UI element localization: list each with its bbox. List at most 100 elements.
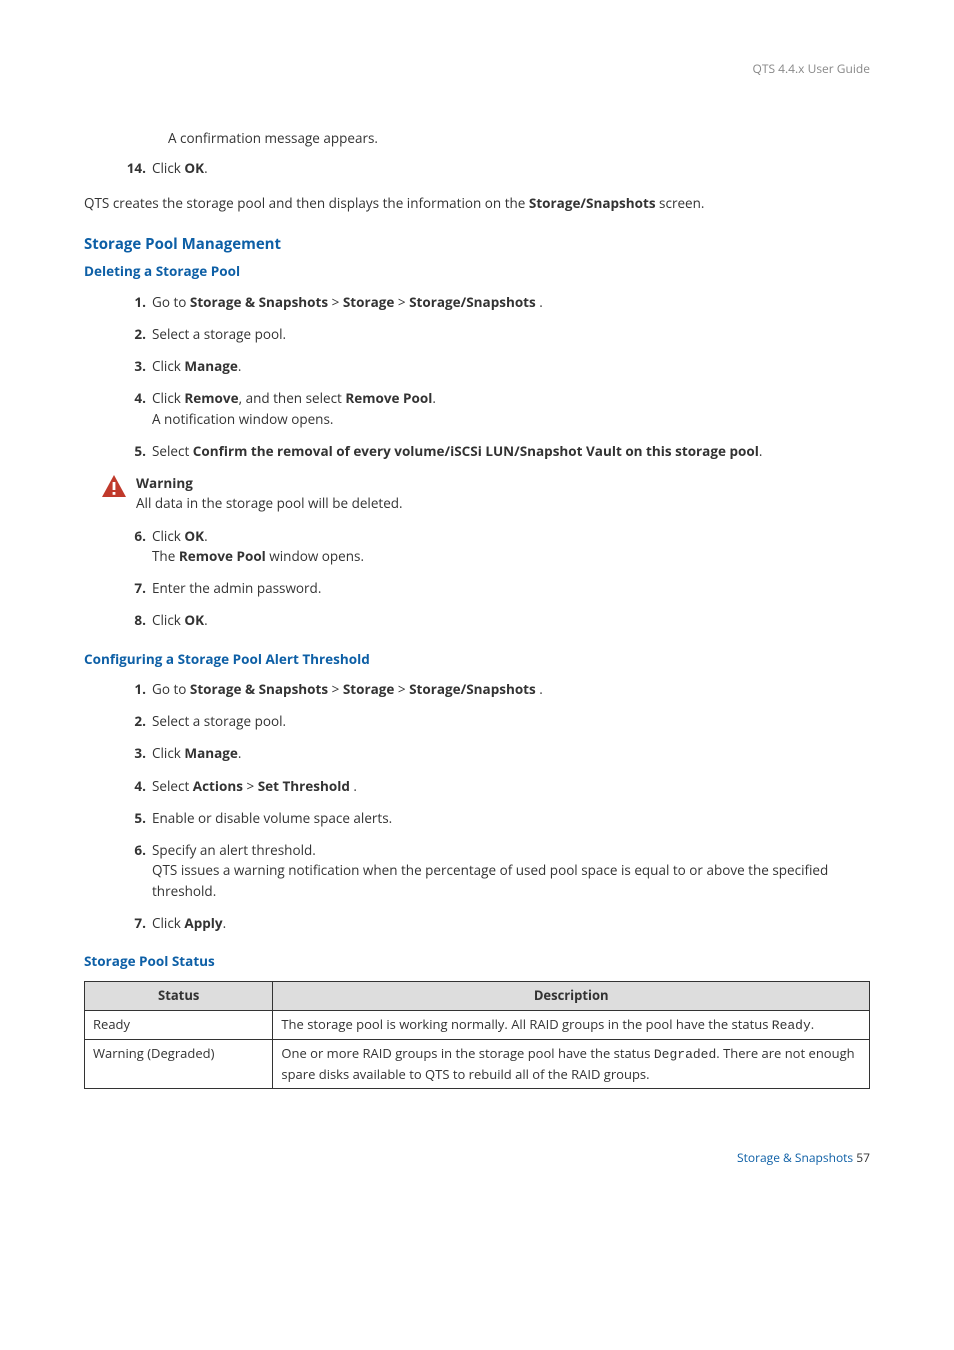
heading-configuring-alert-threshold: Configuring a Storage Pool Alert Thresho… [84, 649, 870, 669]
cfg-step4-e: . [350, 777, 357, 795]
heading-deleting-storage-pool: Deleting a Storage Pool [84, 261, 870, 281]
del-step1-d: Storage [343, 293, 395, 311]
del-step5-c: . [759, 442, 763, 460]
del-step6-b: OK [184, 527, 204, 545]
cell-ready-status: Ready [85, 1010, 273, 1040]
del-step6-sub-b: Remove Pool [179, 547, 266, 565]
del-step1-b: Storage & Snapshots [190, 293, 328, 311]
cfg-step3-a: Click [152, 744, 184, 762]
cfg-step6-text: Specify an alert threshold. [152, 840, 870, 860]
table-header-row: Status Description [85, 982, 870, 1011]
del-step8-b: OK [184, 611, 204, 629]
th-description: Description [273, 982, 870, 1011]
step14-ok: OK [184, 159, 204, 177]
warning-icon [100, 473, 128, 501]
heading-storage-pool-management: Storage Pool Management [84, 233, 870, 256]
heading-storage-pool-status: Storage Pool Status [84, 951, 870, 971]
del-step2-num: 2. [126, 324, 152, 344]
cfg-step4-a: Select [152, 777, 193, 795]
warning-body: All data in the storage pool will be del… [136, 493, 403, 513]
header-guide-title: QTS 4.4.x User Guide [84, 60, 870, 78]
step14-text-c: . [204, 159, 208, 177]
del-step6-sub-c: window opens. [266, 547, 364, 565]
result-text-c: screen. [656, 194, 705, 212]
cfg-step4-num: 4. [126, 776, 152, 796]
cfg-step1-f: Storage/Snapshots [409, 680, 536, 698]
del-step5-b: Confirm the removal of every volume/iSCS… [193, 442, 759, 460]
del-step3-b: Manage [184, 357, 238, 375]
del-step8-num: 8. [126, 610, 152, 630]
cfg-step6-sub: QTS issues a warning notification when t… [152, 860, 870, 901]
del-step6-sub-a: The [152, 547, 179, 565]
cfg-step3-b: Manage [184, 744, 238, 762]
del-step7-text: Enter the admin password. [152, 578, 870, 598]
step-number-14: 14. [126, 158, 152, 178]
del-step6-a: Click [152, 527, 184, 545]
del-step1-g: . [536, 293, 543, 311]
cfg-step5-text: Enable or disable volume space alerts. [152, 808, 870, 828]
del-step8-c: . [204, 611, 208, 629]
cfg-step7-num: 7. [126, 913, 152, 933]
del-step1-f: Storage/Snapshots [409, 293, 536, 311]
r2-desc-b: Degraded [654, 1047, 716, 1062]
del-step4-e: . [432, 389, 436, 407]
cfg-step4-b: Actions [193, 777, 243, 795]
r1-desc-b: Ready [772, 1018, 811, 1033]
cfg-step6-num: 6. [126, 840, 152, 901]
cell-ready-desc: The storage pool is working normally. Al… [273, 1010, 870, 1040]
del-step6-num: 6. [126, 526, 152, 567]
cfg-step5-num: 5. [126, 808, 152, 828]
del-step8-a: Click [152, 611, 184, 629]
result-text-a: QTS creates the storage pool and then di… [84, 194, 529, 212]
cfg-step1-c: > [328, 680, 343, 698]
del-step3-a: Click [152, 357, 184, 375]
cfg-step7-c: . [223, 914, 227, 932]
del-step2-text: Select a storage pool. [152, 324, 870, 344]
cfg-step4-c: > [243, 777, 258, 795]
cell-warning-status: Warning (Degraded) [85, 1040, 273, 1089]
cfg-step2-text: Select a storage pool. [152, 711, 870, 731]
del-step7-num: 7. [126, 578, 152, 598]
cfg-step1-num: 1. [126, 679, 152, 699]
del-step1-e: > [394, 293, 409, 311]
del-step4-num: 4. [126, 388, 152, 429]
del-step4-sub: A notification window opens. [152, 409, 870, 429]
del-step6-c: . [204, 527, 208, 545]
r1-desc-a: The storage pool is working normally. Al… [281, 1015, 771, 1033]
confirmation-message-text: A confirmation message appears. [168, 128, 870, 148]
cfg-step7-b: Apply [184, 914, 222, 932]
table-row: Ready The storage pool is working normal… [85, 1010, 870, 1040]
del-step4-d: Remove Pool [345, 389, 432, 407]
r2-desc-a: One or more RAID groups in the storage p… [281, 1044, 653, 1062]
del-step1-c: > [328, 293, 343, 311]
r1-desc-c: . [811, 1015, 814, 1033]
cfg-step4-d: Set Threshold [258, 777, 350, 795]
cfg-step7-a: Click [152, 914, 184, 932]
footer-page: 57 [853, 1149, 870, 1166]
del-step5-a: Select [152, 442, 193, 460]
cfg-step1-d: Storage [343, 680, 395, 698]
cfg-step1-g: . [536, 680, 543, 698]
th-status: Status [85, 982, 273, 1011]
del-step3-c: . [238, 357, 242, 375]
step14-text-a: Click [152, 159, 184, 177]
warning-title: Warning [136, 473, 403, 493]
cfg-step2-num: 2. [126, 711, 152, 731]
del-step3-num: 3. [126, 356, 152, 376]
del-step1-a: Go to [152, 293, 190, 311]
del-step4-b: Remove [184, 389, 238, 407]
result-text-b: Storage/Snapshots [529, 194, 656, 212]
del-step4-c: , and then select [239, 389, 346, 407]
cfg-step1-b: Storage & Snapshots [190, 680, 328, 698]
cfg-step1-e: > [394, 680, 409, 698]
cfg-step3-c: . [238, 744, 242, 762]
del-step1-num: 1. [126, 292, 152, 312]
status-table: Status Description Ready The storage poo… [84, 981, 870, 1089]
del-step4-a: Click [152, 389, 184, 407]
table-row: Warning (Degraded) One or more RAID grou… [85, 1040, 870, 1089]
cfg-step3-num: 3. [126, 743, 152, 763]
del-step5-num: 5. [126, 441, 152, 461]
cell-warning-desc: One or more RAID groups in the storage p… [273, 1040, 870, 1089]
cfg-step1-a: Go to [152, 680, 190, 698]
footer-section: Storage & Snapshots [737, 1149, 853, 1166]
